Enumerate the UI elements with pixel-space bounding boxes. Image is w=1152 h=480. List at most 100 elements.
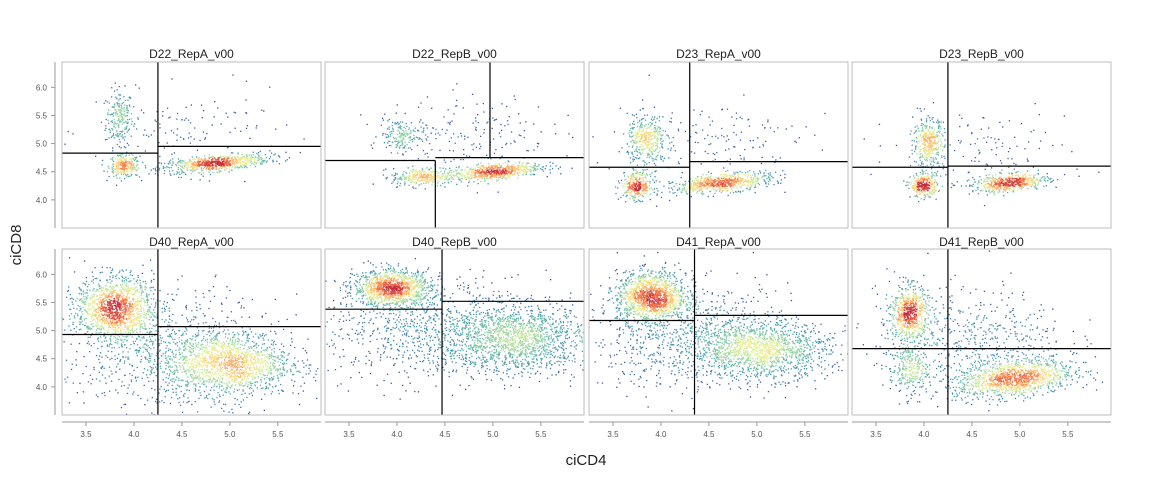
data-point	[226, 168, 228, 170]
data-point	[526, 171, 528, 173]
data-point	[192, 164, 194, 166]
data-point	[131, 161, 133, 163]
data-point	[208, 166, 211, 168]
data-point	[480, 145, 482, 148]
data-point	[116, 98, 118, 100]
data-point	[710, 190, 712, 192]
data-point	[629, 184, 631, 187]
data-point	[519, 122, 521, 124]
data-point	[970, 143, 972, 145]
data-point	[154, 119, 156, 121]
data-point	[405, 135, 407, 137]
data-point	[506, 162, 508, 164]
data-point	[739, 170, 741, 173]
data-point	[936, 152, 938, 154]
data-point	[299, 151, 301, 154]
data-point	[919, 193, 921, 196]
data-point	[204, 137, 207, 139]
data-point	[710, 175, 712, 177]
data-point	[187, 137, 190, 139]
data-point	[1034, 181, 1036, 183]
data-point	[1044, 177, 1046, 179]
data-point	[397, 133, 399, 136]
data-point	[401, 141, 403, 143]
quadrant-gate	[62, 62, 321, 228]
data-point	[108, 122, 110, 125]
data-point	[124, 159, 126, 161]
data-point	[416, 178, 418, 180]
data-point	[475, 120, 477, 122]
data-point	[479, 167, 481, 169]
data-point	[121, 110, 123, 112]
data-point	[413, 137, 416, 139]
data-point	[716, 183, 718, 186]
data-point	[933, 132, 935, 135]
data-point	[634, 143, 636, 145]
data-point	[636, 117, 638, 119]
data-point	[657, 190, 659, 192]
data-point	[959, 114, 961, 116]
data-point	[279, 156, 281, 158]
data-point	[386, 133, 388, 136]
data-point	[697, 185, 700, 188]
panel-title: D23_RepB_v00	[939, 47, 1024, 61]
data-point	[919, 108, 921, 110]
data-point	[423, 176, 425, 178]
data-point	[937, 151, 939, 153]
data-point	[528, 169, 530, 171]
data-point	[626, 181, 628, 183]
data-point	[125, 109, 127, 111]
data-point	[450, 174, 452, 176]
data-point	[931, 118, 933, 120]
data-point	[420, 177, 423, 179]
data-point	[234, 163, 236, 165]
data-point	[190, 165, 192, 167]
data-point	[451, 120, 453, 122]
data-point	[208, 161, 211, 163]
data-point	[121, 116, 124, 118]
data-point	[385, 136, 387, 138]
data-point	[629, 157, 632, 159]
data-point	[986, 182, 988, 184]
data-point	[743, 184, 745, 186]
data-point	[645, 138, 647, 140]
data-point	[722, 173, 724, 175]
data-point	[911, 149, 913, 151]
data-point	[736, 178, 739, 180]
data-point	[656, 144, 658, 147]
data-point	[637, 199, 640, 201]
data-point	[509, 174, 511, 176]
data-point	[930, 157, 932, 159]
data-point	[916, 145, 918, 147]
data-point	[420, 170, 422, 172]
data-point	[243, 165, 246, 167]
data-point	[661, 191, 663, 194]
data-point	[1020, 186, 1022, 188]
data-point	[514, 170, 517, 172]
data-point	[727, 189, 729, 191]
data-point	[205, 161, 207, 164]
data-point	[181, 161, 183, 163]
data-point	[630, 179, 632, 181]
data-point	[1040, 180, 1042, 182]
data-point	[924, 141, 926, 143]
data-point	[923, 151, 925, 153]
data-point	[914, 184, 917, 186]
data-point	[136, 156, 138, 158]
data-point	[640, 134, 642, 136]
data-point	[452, 89, 454, 91]
data-point	[909, 196, 911, 198]
data-point	[648, 185, 650, 187]
data-point	[449, 123, 451, 125]
data-point	[1001, 169, 1003, 171]
data-point	[527, 150, 529, 152]
data-point	[715, 186, 718, 188]
panel-D22_RepB_v00: D22_RepB_v00	[324, 46, 585, 229]
data-point	[508, 174, 510, 176]
data-point	[408, 179, 410, 181]
data-point	[1033, 175, 1035, 177]
data-point	[530, 168, 532, 171]
data-point	[420, 180, 423, 182]
data-point	[227, 164, 230, 166]
data-point	[494, 119, 496, 121]
